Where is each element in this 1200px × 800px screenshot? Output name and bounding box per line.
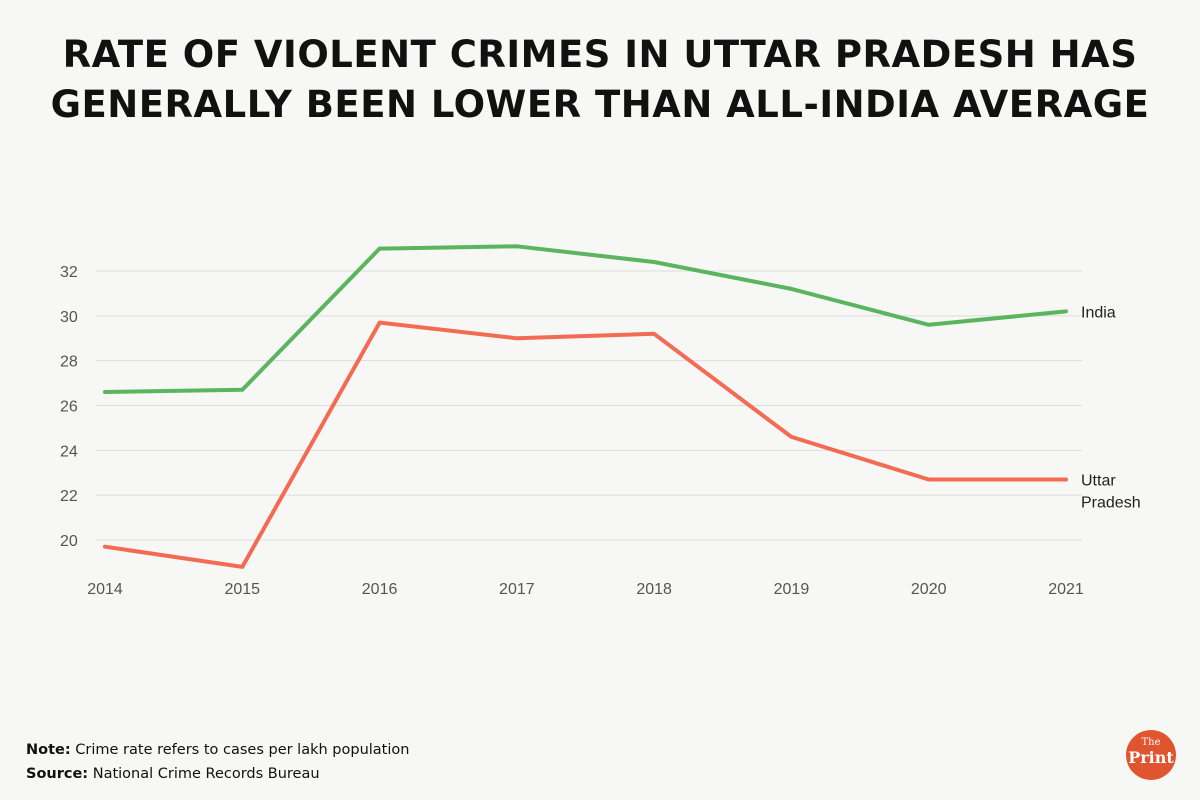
series-labels: India Uttar Pradesh: [1081, 304, 1141, 511]
note-line: Note: Crime rate refers to cases per lak…: [26, 738, 409, 762]
series-label-uttar-pradesh: Uttar Pradesh: [1081, 472, 1141, 511]
y-tick-label: 28: [60, 354, 78, 371]
chart-footer: Note: Crime rate refers to cases per lak…: [26, 738, 409, 786]
y-tick-label: 24: [60, 443, 78, 460]
note-text: Crime rate refers to cases per lakh popu…: [70, 742, 410, 758]
y-tick-label: 22: [60, 488, 78, 505]
series-label-india: India: [1081, 304, 1116, 321]
chart-title-line-2: GENERALLY BEEN LOWER THAN ALL-INDIA AVER…: [50, 83, 1150, 126]
x-tick-label: 2017: [499, 581, 535, 598]
x-tick-label: 2019: [774, 581, 810, 598]
series-line-uttar-pradesh: [103, 320, 1068, 569]
note-label: Note:: [26, 742, 71, 758]
x-axis-ticks: 2014 2015 2016 2017 2018 2019 2020 2021: [87, 581, 1084, 598]
logo-the: The: [1141, 737, 1161, 748]
y-tick-label: 32: [60, 264, 78, 281]
x-tick-label: 2014: [87, 581, 123, 598]
y-tick-label: 30: [60, 309, 78, 326]
chart-title: RATE OF VIOLENT CRIMES IN UTTAR PRADESH …: [0, 30, 1200, 130]
series-line-india: [103, 244, 1068, 394]
source-label: Source:: [26, 766, 89, 782]
source-line: Source: National Crime Records Bureau: [26, 762, 409, 786]
x-tick-label: 2020: [911, 581, 947, 598]
x-tick-label: 2021: [1048, 581, 1084, 598]
y-tick-label: 20: [60, 533, 78, 550]
gridlines: [96, 270, 1082, 541]
chart-title-line-1: RATE OF VIOLENT CRIMES IN UTTAR PRADESH …: [62, 33, 1138, 76]
y-tick-label: 26: [60, 399, 78, 416]
x-tick-label: 2015: [224, 581, 260, 598]
the-print-logo: The Print: [1126, 730, 1176, 780]
series-lines: [103, 244, 1068, 569]
y-axis-ticks: 20 22 24 26 28 30 32: [60, 264, 78, 550]
source-text: National Crime Records Bureau: [88, 766, 320, 782]
logo-print: Print: [1128, 748, 1174, 767]
x-tick-label: 2016: [362, 581, 398, 598]
x-tick-label: 2018: [636, 581, 672, 598]
